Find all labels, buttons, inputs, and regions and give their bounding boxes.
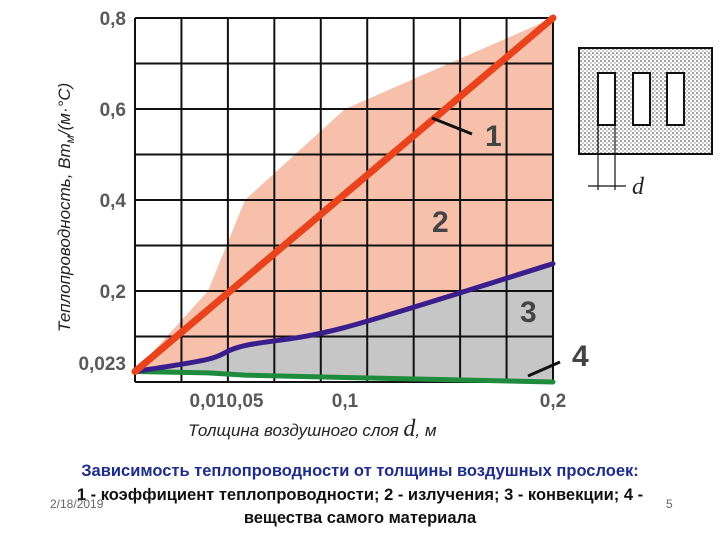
y-tick-label: 0,023 — [78, 354, 126, 375]
y-tick-label: 0,2 — [100, 282, 126, 303]
caption-title: Зависимость теплопроводности от толщины … — [81, 462, 639, 480]
inset-air-slot — [666, 72, 685, 126]
inset-label-d: d — [632, 174, 645, 200]
x-tick-labels: 0,01 0,05 0,1 0,2 — [190, 391, 567, 412]
y-tick-label: 0,4 — [100, 191, 127, 212]
caption-legend-line: вещества самого материала — [243, 509, 477, 527]
leader-line-1 — [431, 116, 473, 136]
inset-air-slot — [632, 72, 651, 126]
slide-date: 2/18/2019 — [50, 497, 104, 511]
air-layer-inset: d — [578, 47, 713, 200]
slide-number: 5 — [666, 497, 673, 511]
x-tick-label: 0,01 — [190, 391, 227, 412]
curve-label-2: 2 — [432, 206, 449, 239]
curve-4-material — [132, 369, 556, 385]
convection-area — [135, 263, 553, 382]
y-tick-label: 0,6 — [100, 100, 126, 121]
curves — [131, 14, 557, 385]
x-tick-label: 0,2 — [540, 391, 566, 412]
curve-label-4: 4 — [572, 340, 589, 373]
inset-air-slot — [597, 72, 616, 126]
caption-legend-line: 1 - коэффициент теплопроводности; 2 - из… — [76, 486, 644, 504]
y-tick-label: 0,8 — [100, 9, 126, 30]
curve-1-conductivity — [131, 14, 557, 376]
curve-label-3: 3 — [520, 296, 537, 329]
label-leaders — [431, 116, 561, 378]
y-tick-labels: 0,8 0,6 0,4 0,2 0,023 — [78, 9, 126, 375]
curve-labels: 1 2 3 4 — [432, 120, 589, 373]
x-axis-label: Толщина воздушного слоя d, м — [188, 416, 437, 442]
curve-label-1: 1 — [485, 120, 502, 153]
x-tick-label: 0,1 — [332, 391, 359, 412]
leader-line-4 — [527, 360, 561, 378]
grid — [134, 17, 554, 383]
x-tick-label: 0,05 — [227, 391, 264, 412]
curve-2-radiation — [132, 261, 556, 375]
y-axis-label: Теплопроводность, Втм/(м·°С) — [55, 83, 77, 332]
